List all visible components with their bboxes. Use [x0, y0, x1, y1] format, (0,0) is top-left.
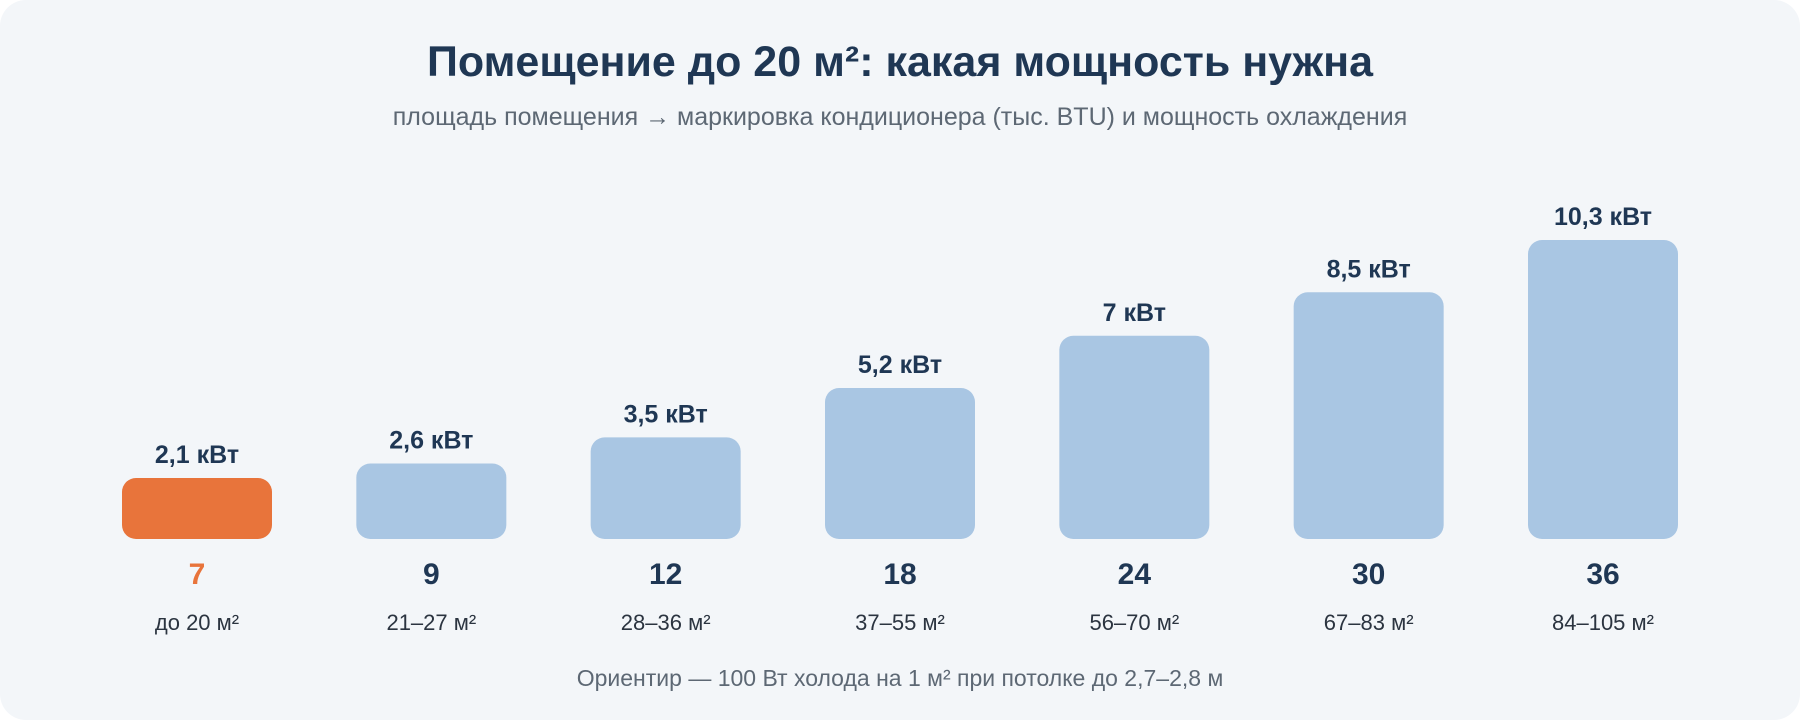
- btu-category-label: 12: [649, 558, 682, 591]
- bar-value-label: 10,3 кВт: [1554, 203, 1652, 231]
- btu-category-label: 9: [423, 558, 440, 591]
- btu-category-label: 24: [1118, 558, 1152, 591]
- chart-subtitle: площадь помещения → маркировка кондицион…: [392, 103, 1408, 131]
- room-area-label: 56–70 м²: [1089, 610, 1179, 635]
- btu-category-label: 36: [1586, 558, 1619, 591]
- bar: [590, 437, 741, 539]
- room-area-label: 67–83 м²: [1324, 610, 1414, 635]
- room-area-label: 28–36 м²: [621, 610, 711, 635]
- btu-category-label: 7: [189, 558, 206, 591]
- room-area-label: до 20 м²: [155, 610, 239, 635]
- bar-value-label: 3,5 кВт: [624, 400, 708, 428]
- bar: [825, 388, 975, 539]
- btu-category-label: 18: [883, 558, 916, 591]
- bar: [1293, 292, 1444, 539]
- room-area-label: 84–105 м²: [1552, 610, 1654, 635]
- bar-value-label: 2,6 кВт: [389, 427, 473, 455]
- chart-footnote: Ориентир — 100 Вт холода на 1 м² при пот…: [576, 665, 1224, 691]
- btu-category-label: 30: [1352, 558, 1385, 591]
- bar-value-label: 2,1 кВт: [155, 441, 239, 469]
- bar-value-label: 8,5 кВт: [1327, 255, 1411, 283]
- room-area-label: 21–27 м²: [386, 610, 476, 635]
- bar-value-label: 7 кВт: [1103, 299, 1166, 327]
- bar: [122, 478, 272, 539]
- bar: [1059, 335, 1210, 539]
- room-area-label: 37–55 м²: [855, 610, 945, 635]
- bar: [1528, 240, 1678, 539]
- bar: [356, 463, 507, 539]
- bar-value-label: 5,2 кВт: [858, 351, 942, 379]
- chart-title: Помещение до 20 м²: какая мощность нужна: [427, 38, 1373, 86]
